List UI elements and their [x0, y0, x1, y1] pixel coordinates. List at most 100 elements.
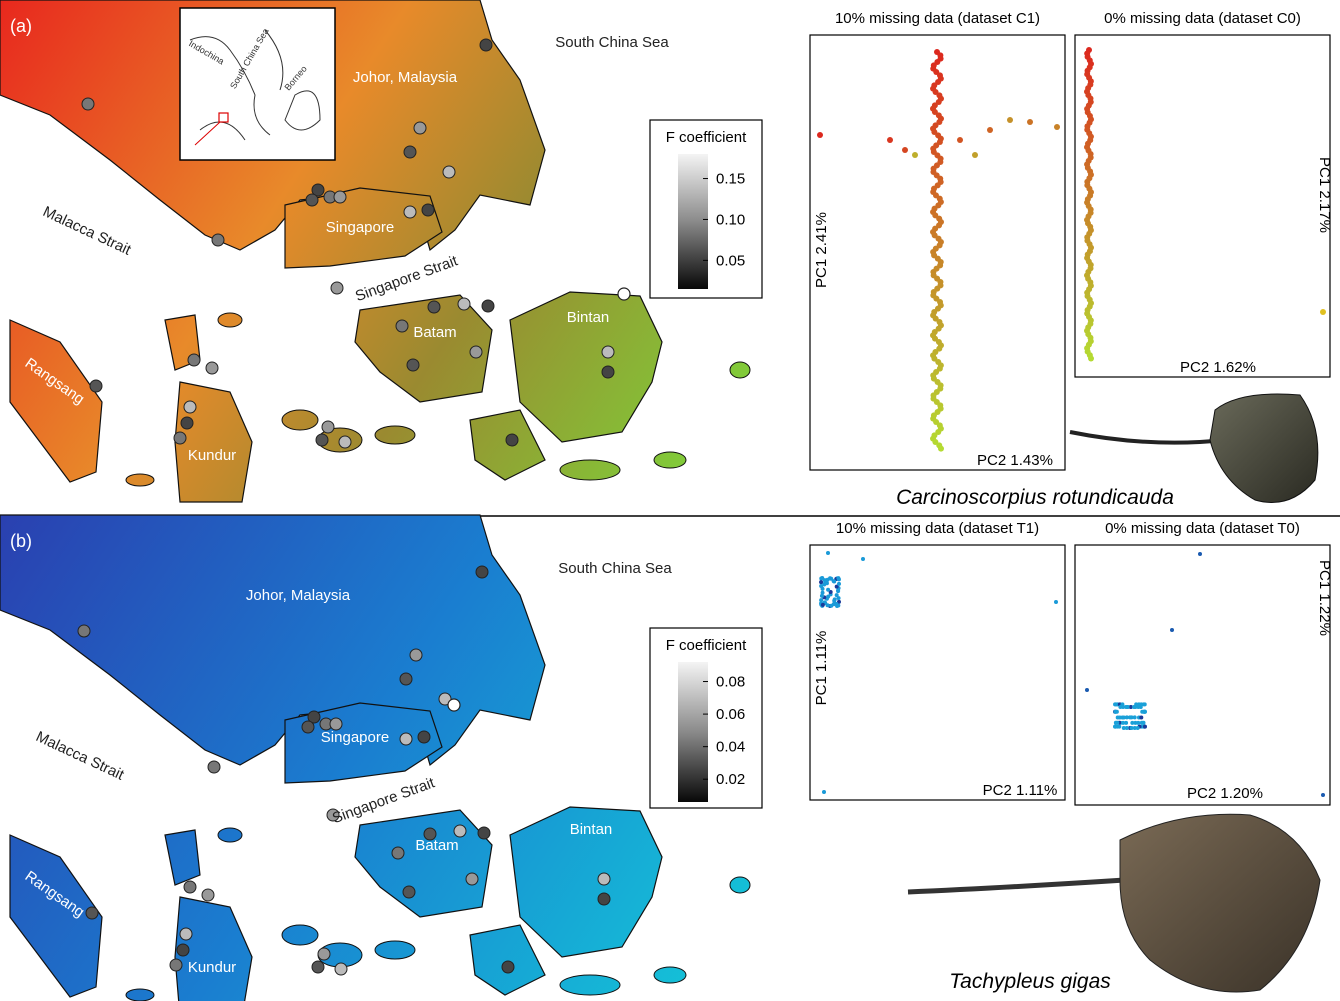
sample-site	[335, 963, 347, 975]
pca-point	[887, 137, 893, 143]
sample-site	[418, 731, 430, 743]
sample-site	[400, 733, 412, 745]
pca-point	[938, 446, 944, 452]
sample-site	[170, 959, 182, 971]
pca-point	[820, 594, 824, 598]
sample-site	[334, 191, 346, 203]
pca-point	[987, 127, 993, 133]
legend-tick-label: 0.15	[716, 171, 745, 188]
sample-site	[478, 827, 490, 839]
land	[165, 830, 200, 885]
plot-frame	[1075, 35, 1330, 377]
sample-site	[188, 354, 200, 366]
pca-point	[1088, 356, 1094, 362]
sample-site	[312, 961, 324, 973]
sample-site	[404, 206, 416, 218]
sample-site	[90, 380, 102, 392]
panel-label: (b)	[10, 531, 32, 551]
pca-point	[821, 587, 825, 591]
map-label: Malacca Strait	[40, 203, 134, 259]
sample-site	[322, 421, 334, 433]
pca-point	[1130, 721, 1134, 725]
legend-tick-label: 0.10	[716, 211, 745, 228]
pca-point	[912, 152, 918, 158]
axis-label-x: PC2 1.62%	[1180, 359, 1256, 376]
crab-body	[1210, 394, 1318, 503]
map-label: Batam	[415, 837, 458, 854]
sample-site	[407, 359, 419, 371]
sample-site	[318, 948, 330, 960]
pca-point	[837, 577, 841, 581]
plot-frame	[1075, 545, 1330, 805]
pca-point	[1126, 705, 1130, 709]
pca-point	[1142, 721, 1146, 725]
pca-point	[1139, 715, 1143, 719]
pca-point	[1140, 710, 1144, 714]
pca-point	[1114, 721, 1118, 725]
pca-point	[1115, 710, 1119, 714]
pca-point	[1118, 705, 1122, 709]
sample-site	[422, 204, 434, 216]
sample-site	[403, 886, 415, 898]
plot-title: 0% missing data (dataset C0)	[1104, 10, 1301, 27]
plot-frame	[810, 545, 1065, 800]
sample-site	[410, 649, 422, 661]
colorbar	[678, 662, 708, 802]
pca-point	[819, 598, 823, 602]
land	[355, 810, 492, 917]
legend-tick-label: 0.05	[716, 252, 745, 269]
sample-site	[316, 434, 328, 446]
pca-point	[836, 589, 840, 593]
crab-body	[1120, 814, 1320, 992]
sample-site	[602, 346, 614, 358]
axis-label-y: PC1 1.11%	[813, 631, 830, 706]
map-label: Malacca Strait	[33, 728, 127, 784]
pca-point	[1122, 726, 1126, 730]
pca-point	[826, 551, 830, 555]
pca-point	[957, 137, 963, 143]
map-label: Kundur	[188, 447, 236, 464]
sample-site	[306, 194, 318, 206]
islet	[218, 313, 242, 327]
pca-point	[1198, 552, 1202, 556]
sample-site	[602, 366, 614, 378]
map-label: Kundur	[188, 959, 236, 976]
plot-title: 10% missing data (dataset T1)	[836, 520, 1039, 537]
sample-site	[454, 825, 466, 837]
pca-point	[1117, 725, 1121, 729]
islet	[282, 410, 318, 430]
pca-point	[1116, 715, 1120, 719]
pca-point	[832, 580, 836, 584]
sample-site	[618, 288, 630, 300]
sample-site	[184, 881, 196, 893]
axis-label-x: PC2 1.11%	[983, 782, 1058, 799]
legend-tick-label: 0.06	[716, 706, 745, 723]
legend-title: F coefficient	[666, 129, 747, 146]
pca-point	[1143, 725, 1147, 729]
pca-point	[1113, 702, 1117, 706]
pca-point	[821, 603, 825, 607]
islet	[654, 452, 686, 468]
map-label: Bintan	[567, 309, 610, 326]
sample-site	[448, 699, 460, 711]
legend-tick-label: 0.08	[716, 674, 745, 691]
axis-label-y: PC1 1.22%	[1316, 560, 1333, 636]
axis-label-y: PC1 2.17%	[1316, 157, 1333, 233]
sample-site	[331, 282, 343, 294]
sample-site	[206, 362, 218, 374]
map-label: Batam	[413, 324, 456, 341]
land	[10, 320, 102, 482]
pca-point	[1139, 705, 1143, 709]
pca-point	[1321, 793, 1325, 797]
page: {"panels": [ {"label": "(a)", "map_label…	[0, 0, 1340, 1001]
pca-point	[837, 582, 841, 586]
plot-title: 10% missing data (dataset C1)	[835, 10, 1040, 27]
map-label: Singapore	[321, 729, 389, 746]
species-name: Carcinoscorpius rotundicauda	[896, 486, 1174, 509]
islet	[218, 828, 242, 842]
sample-site	[480, 39, 492, 51]
islet	[654, 967, 686, 983]
pca-point	[822, 790, 826, 794]
pca-point	[817, 132, 823, 138]
islet	[126, 989, 154, 1001]
